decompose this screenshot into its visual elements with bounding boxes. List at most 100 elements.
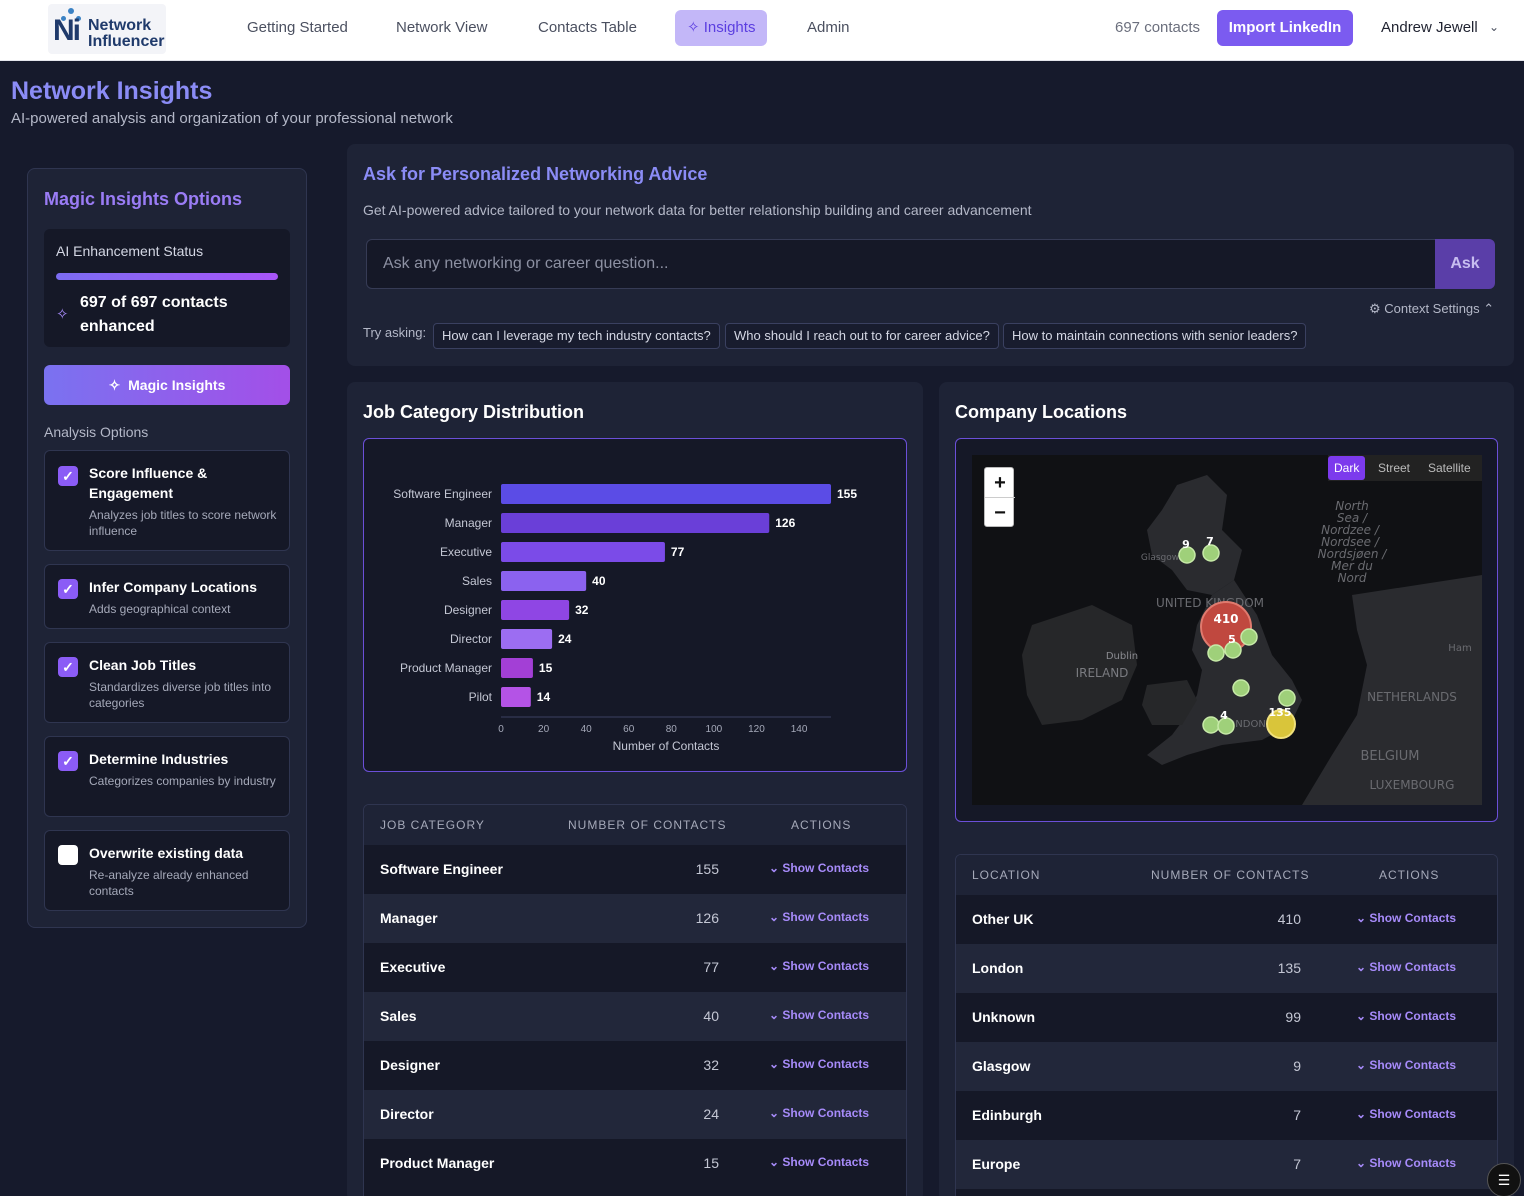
- show-contacts-button[interactable]: ⌄ Show Contacts: [769, 1057, 870, 1071]
- nav-insights-label: Insights: [703, 19, 756, 36]
- map-label-luxembourg: LUXEMBOURG: [1370, 778, 1455, 792]
- map-marker-label: 9: [1182, 538, 1190, 551]
- user-menu[interactable]: Andrew Jewell: [1381, 19, 1478, 36]
- x-tick-label: 20: [538, 724, 550, 735]
- map-style-street[interactable]: Street: [1378, 461, 1411, 475]
- show-contacts-button[interactable]: ⌄ Show Contacts: [769, 959, 870, 973]
- question-input[interactable]: Ask any networking or career question...: [366, 239, 1436, 289]
- bar: [501, 571, 587, 591]
- row-count: 410: [1277, 911, 1301, 927]
- x-tick-label: 100: [706, 724, 723, 735]
- magic-insights-button[interactable]: ✧ Magic Insights: [44, 365, 290, 405]
- show-contacts-button[interactable]: ⌄ Show Contacts: [1356, 1107, 1457, 1121]
- map-marker-label: 410: [1213, 612, 1238, 626]
- option-clean-titles[interactable]: ✓ Clean Job Titles Standardizes diverse …: [44, 642, 290, 723]
- show-contacts-button[interactable]: ⌄ Show Contacts: [769, 1106, 870, 1120]
- row-count: 77: [703, 959, 719, 975]
- status-progress-bar: [56, 273, 278, 280]
- option-score-influence[interactable]: ✓ Score Influence & Engagement Analyzes …: [44, 450, 290, 551]
- bar-category-label: Pilot: [469, 690, 493, 704]
- show-contacts-button[interactable]: ⌄ Show Contacts: [769, 1008, 870, 1022]
- sparkle-icon: ✧: [687, 19, 700, 36]
- checkbox-checked[interactable]: ✓: [58, 657, 78, 677]
- bar-category-label: Product Manager: [400, 661, 492, 675]
- chevron-down-icon[interactable]: ⌄: [1489, 20, 1500, 34]
- column-header[interactable]: NUMBER OF CONTACTS: [1151, 868, 1310, 882]
- row-name: Unknown: [972, 1009, 1035, 1025]
- column-header[interactable]: NUMBER OF CONTACTS: [568, 818, 727, 832]
- nav-admin[interactable]: Admin: [807, 19, 850, 36]
- option-determine-industries[interactable]: ✓ Determine Industries Categorizes compa…: [44, 736, 290, 817]
- nav-contacts-table[interactable]: Contacts Table: [538, 19, 637, 36]
- sidebar-toggle-icon[interactable]: ☰: [1487, 1163, 1521, 1196]
- option-title: Clean Job Titles: [89, 657, 197, 673]
- map-label-dublin: Dublin: [1106, 651, 1138, 662]
- map-marker-cambridge: [1278, 689, 1296, 707]
- table-row: Executive 77 ⌄ Show Contacts: [364, 943, 906, 992]
- map-marker-label: 7: [1206, 535, 1214, 548]
- map-label-netherlands: NETHERLANDS: [1367, 690, 1457, 704]
- zoom-out-button[interactable]: −: [994, 502, 1006, 524]
- checkbox-checked[interactable]: ✓: [58, 466, 78, 486]
- bar: [501, 629, 553, 649]
- suggestion-chip[interactable]: How can I leverage my tech industry cont…: [433, 323, 720, 349]
- bar-chart-svg: Software Engineer 155 Manager 126 Executive 7…: [393, 484, 857, 753]
- row-name: Designer: [380, 1057, 440, 1073]
- show-contacts-button[interactable]: ⌄ Show Contacts: [769, 1155, 870, 1169]
- context-settings-toggle[interactable]: ⚙ Context Settings ⌃: [1369, 301, 1495, 316]
- checkbox-checked[interactable]: ✓: [58, 579, 78, 599]
- show-contacts-button[interactable]: ⌄ Show Contacts: [1356, 1009, 1457, 1023]
- locations-map[interactable]: North Sea / Nordzee / Nordsee / Nordsjøen / M…: [972, 455, 1482, 805]
- show-contacts-button[interactable]: ⌄ Show Contacts: [1356, 960, 1457, 974]
- x-tick-label: 0: [498, 724, 504, 735]
- show-contacts-button[interactable]: ⌄ Show Contacts: [1356, 911, 1457, 925]
- column-header[interactable]: LOCATION: [972, 868, 1041, 882]
- suggestion-chip[interactable]: Who should I reach out to for career adv…: [725, 323, 999, 349]
- nav-getting-started[interactable]: Getting Started: [247, 19, 348, 36]
- sparkle-icon: ✧: [108, 377, 121, 393]
- analysis-options-label: Analysis Options: [44, 424, 149, 440]
- row-name: London: [972, 960, 1024, 976]
- map-style-dark[interactable]: Dark: [1328, 456, 1366, 480]
- suggestion-chip[interactable]: How to maintain connections with senior …: [1003, 323, 1307, 349]
- table-header: LOCATION NUMBER OF CONTACTS ACTIONS: [956, 855, 1497, 895]
- ask-button[interactable]: Ask: [1435, 239, 1495, 289]
- x-axis-label: Number of Contacts: [613, 739, 720, 753]
- show-contacts-button[interactable]: ⌄ Show Contacts: [769, 910, 870, 924]
- nav-network-view[interactable]: Network View: [396, 19, 488, 36]
- row-name: Executive: [380, 959, 446, 975]
- table-row: Manager 126 ⌄ Show Contacts: [364, 894, 906, 943]
- option-infer-locations[interactable]: ✓ Infer Company Locations Adds geographi…: [44, 564, 290, 629]
- zoom-controls: + −: [984, 467, 1015, 527]
- row-count: 135: [1277, 960, 1301, 976]
- zoom-in-button[interactable]: +: [985, 468, 1015, 498]
- bar-category-label: Executive: [440, 545, 492, 559]
- table-row: Product Manager 15 ⌄ Show Contacts: [364, 1139, 906, 1188]
- option-overwrite-data[interactable]: Overwrite existing data Re-analyze alrea…: [44, 830, 290, 911]
- show-contacts-button[interactable]: ⌄ Show Contacts: [769, 861, 870, 875]
- row-name: Manager: [380, 910, 438, 926]
- row-name: Software Engineer: [380, 861, 503, 877]
- option-title: Score Influence & Engagement: [89, 465, 208, 501]
- table-row: Software Engineer 155 ⌄ Show Contacts: [364, 845, 906, 894]
- nav-insights[interactable]: ✧ Insights: [675, 10, 768, 46]
- map-land-wales: [1142, 680, 1197, 725]
- show-contacts-button[interactable]: ⌄ Show Contacts: [1356, 1058, 1457, 1072]
- logo-node-icon: [68, 8, 74, 14]
- map-marker-edinburgh: [1202, 544, 1220, 562]
- row-name: Other UK: [972, 911, 1034, 927]
- checkbox-unchecked[interactable]: [58, 845, 78, 865]
- import-linkedin-button[interactable]: Import LinkedIn: [1217, 10, 1353, 46]
- table-row: Designer 32 ⌄ Show Contacts: [364, 1041, 906, 1090]
- map-svg: North Sea / Nordzee / Nordsee / Nordsjøen / M…: [1022, 475, 1482, 805]
- map-marker-label: 135: [1269, 706, 1292, 719]
- job-category-panel: Job Category Distribution Software Engin…: [347, 382, 923, 1196]
- column-header[interactable]: JOB CATEGORY: [380, 818, 485, 832]
- map-style-satellite[interactable]: Satellite: [1428, 461, 1471, 475]
- map-label-ireland: IRELAND: [1076, 666, 1129, 680]
- checkbox-checked[interactable]: ✓: [58, 751, 78, 771]
- show-contacts-button[interactable]: ⌄ Show Contacts: [1356, 1156, 1457, 1170]
- map-marker-glasgow: [1178, 546, 1196, 564]
- app-logo[interactable]: Ni Network Influencer: [48, 4, 166, 54]
- job-category-chart: Software Engineer 155 Manager 126 Executive 7…: [363, 438, 907, 772]
